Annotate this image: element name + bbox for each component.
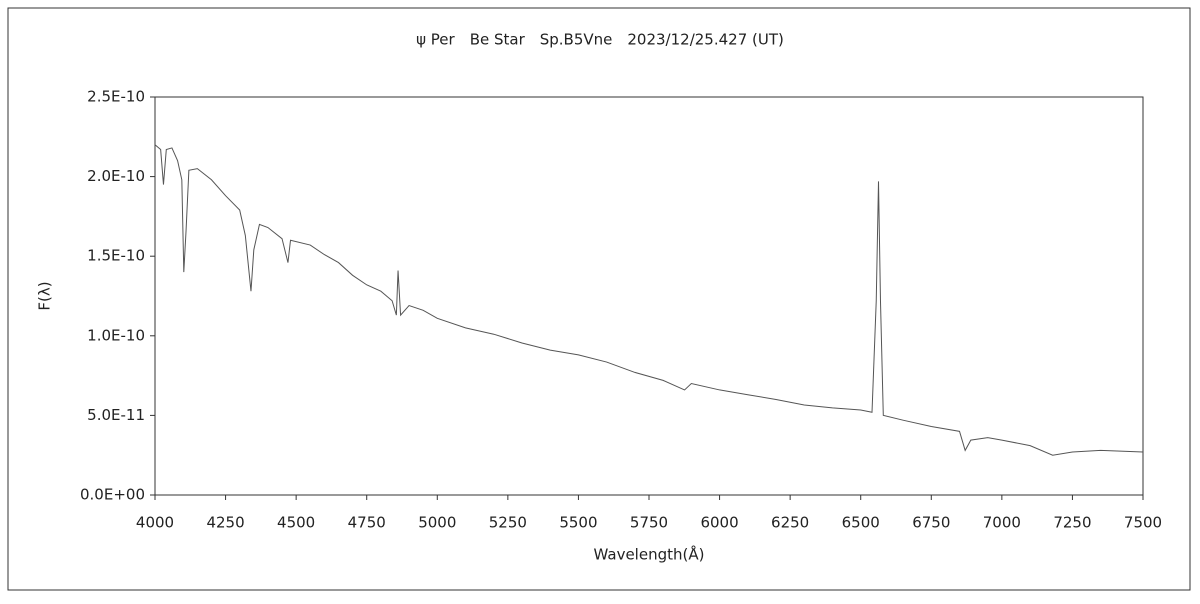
- y-tick-label: 1.0E-10: [87, 326, 145, 344]
- spectrum-line: [154, 144, 1144, 456]
- y-axis-label: F(λ): [36, 281, 54, 310]
- x-tick-label: 7000: [983, 514, 1021, 532]
- x-tick-label: 4000: [136, 514, 174, 532]
- chart-frame: [7, 7, 1191, 591]
- x-tick-label: 6750: [912, 514, 950, 532]
- y-tick-label: 2.0E-10: [87, 167, 145, 185]
- x-tick-label: 4750: [348, 514, 386, 532]
- y-tick-label: 5.0E-11: [87, 406, 145, 424]
- plot-area: [154, 96, 1144, 496]
- y-tick-label: 1.5E-10: [87, 247, 145, 265]
- x-tick-label: 6250: [771, 514, 809, 532]
- x-tick-label: 5250: [489, 514, 527, 532]
- x-tick-label: 5000: [418, 514, 456, 532]
- x-tick-label: 4500: [277, 514, 315, 532]
- x-tick-label: 6500: [842, 514, 880, 532]
- x-tick-label: 5750: [630, 514, 668, 532]
- x-tick-label: 4250: [206, 514, 244, 532]
- x-tick-label: 5500: [559, 514, 597, 532]
- x-tick-label: 6000: [700, 514, 738, 532]
- chart-title: ψ Per Be Star Sp.B5Vne 2023/12/25.427 (U…: [416, 31, 784, 49]
- x-axis-label: Wavelength(Å): [594, 545, 705, 564]
- x-tick-label: 7500: [1124, 514, 1162, 532]
- y-tick-label: 0.0E+00: [80, 486, 145, 504]
- y-tick-label: 2.5E-10: [87, 88, 145, 106]
- x-tick-label: 7250: [1053, 514, 1091, 532]
